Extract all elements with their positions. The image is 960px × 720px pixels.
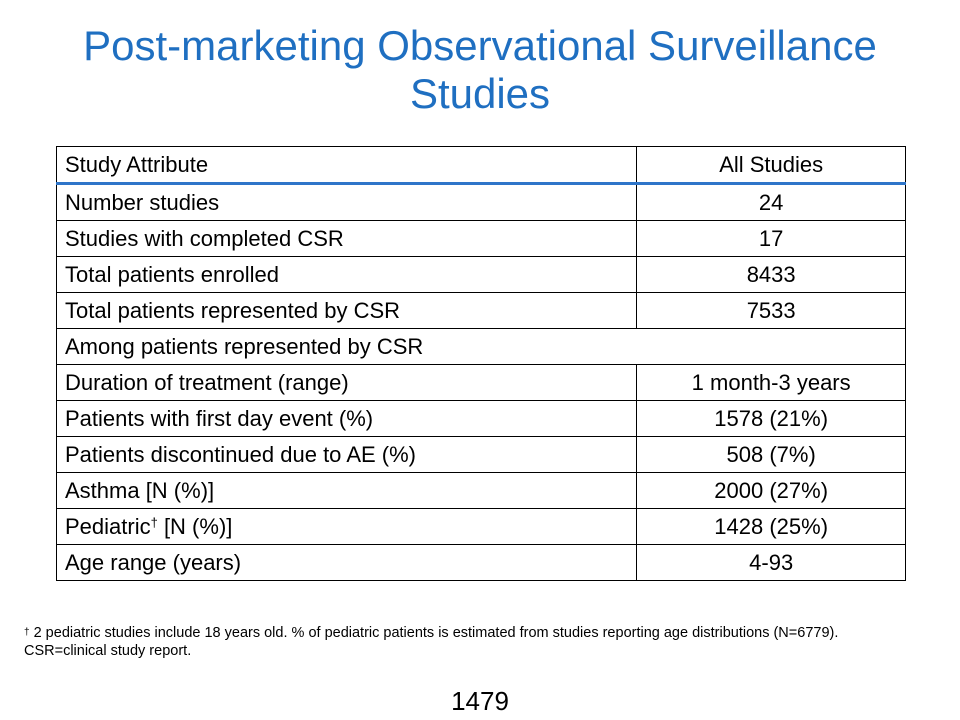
- row-label: Patients discontinued due to AE (%): [55, 436, 638, 473]
- row-label: Pediatric† [N (%)]: [55, 508, 638, 545]
- row-label: Duration of treatment (range): [55, 364, 638, 401]
- footnotes: † 2 pediatric studies include 18 years o…: [24, 624, 924, 660]
- row-label: Total patients represented by CSR: [55, 292, 638, 329]
- row-label: Studies with completed CSR: [55, 220, 638, 257]
- row-value: 17: [636, 220, 906, 257]
- slide-title-line-1: Post-marketing Observational Surveillanc…: [83, 22, 877, 69]
- page-number: 1479: [451, 686, 509, 716]
- row-value: 2000 (27%): [636, 472, 906, 509]
- row-label: Number studies: [55, 183, 638, 221]
- row-value: 7533: [636, 292, 906, 329]
- table-row: Total patients enrolled 8433: [55, 256, 906, 293]
- row-value: 508 (7%): [636, 436, 906, 473]
- study-attributes-table: Study Attribute All Studies Number studi…: [55, 146, 906, 581]
- table-header-row: Study Attribute All Studies: [55, 146, 906, 185]
- row-label: Total patients enrolled: [55, 256, 638, 293]
- slide-title-line-2: Studies: [409, 70, 551, 117]
- column-header-attribute: Study Attribute: [55, 146, 638, 185]
- table-row: Total patients represented by CSR 7533: [55, 292, 906, 329]
- row-value: 24: [636, 183, 906, 221]
- table-row: Number studies 24: [55, 183, 906, 221]
- dagger-mark: †: [150, 515, 158, 530]
- row-value: 1578 (21%): [636, 400, 906, 437]
- row-value: 8433: [636, 256, 906, 293]
- row-label: Patients with first day event (%): [55, 400, 638, 437]
- table-row: Asthma [N (%)] 2000 (27%): [55, 472, 906, 509]
- row-label-suffix: [N (%)]: [157, 514, 233, 539]
- row-label: Asthma [N (%)]: [55, 472, 638, 509]
- column-header-all-studies: All Studies: [636, 146, 906, 185]
- section-label: Among patients represented by CSR: [56, 328, 906, 365]
- table-row: Duration of treatment (range) 1 month-3 …: [55, 364, 906, 401]
- row-label: Age range (years): [55, 544, 638, 581]
- footnote-dagger-text: 2 pediatric studies include 18 years old…: [33, 625, 839, 641]
- table-row: Patients discontinued due to AE (%) 508 …: [55, 436, 906, 473]
- table-section-row: Among patients represented by CSR: [56, 328, 906, 365]
- footnote-dagger: † 2 pediatric studies include 18 years o…: [24, 624, 924, 642]
- row-label-prefix: Pediatric: [65, 514, 151, 539]
- table-row: Pediatric† [N (%)] 1428 (25%): [55, 508, 906, 545]
- slide-title: Post-marketing Observational Surveillanc…: [0, 22, 960, 118]
- footnote-abbreviation: CSR=clinical study report.: [24, 643, 192, 659]
- table-row: Age range (years) 4-93: [55, 544, 906, 581]
- row-value: 1428 (25%): [636, 508, 906, 545]
- row-value: 4-93: [636, 544, 906, 581]
- row-value: 1 month-3 years: [636, 364, 906, 401]
- table-row: Studies with completed CSR 17: [55, 220, 906, 257]
- table-row: Patients with first day event (%) 1578 (…: [55, 400, 906, 437]
- footnote-dagger-mark: †: [24, 627, 30, 638]
